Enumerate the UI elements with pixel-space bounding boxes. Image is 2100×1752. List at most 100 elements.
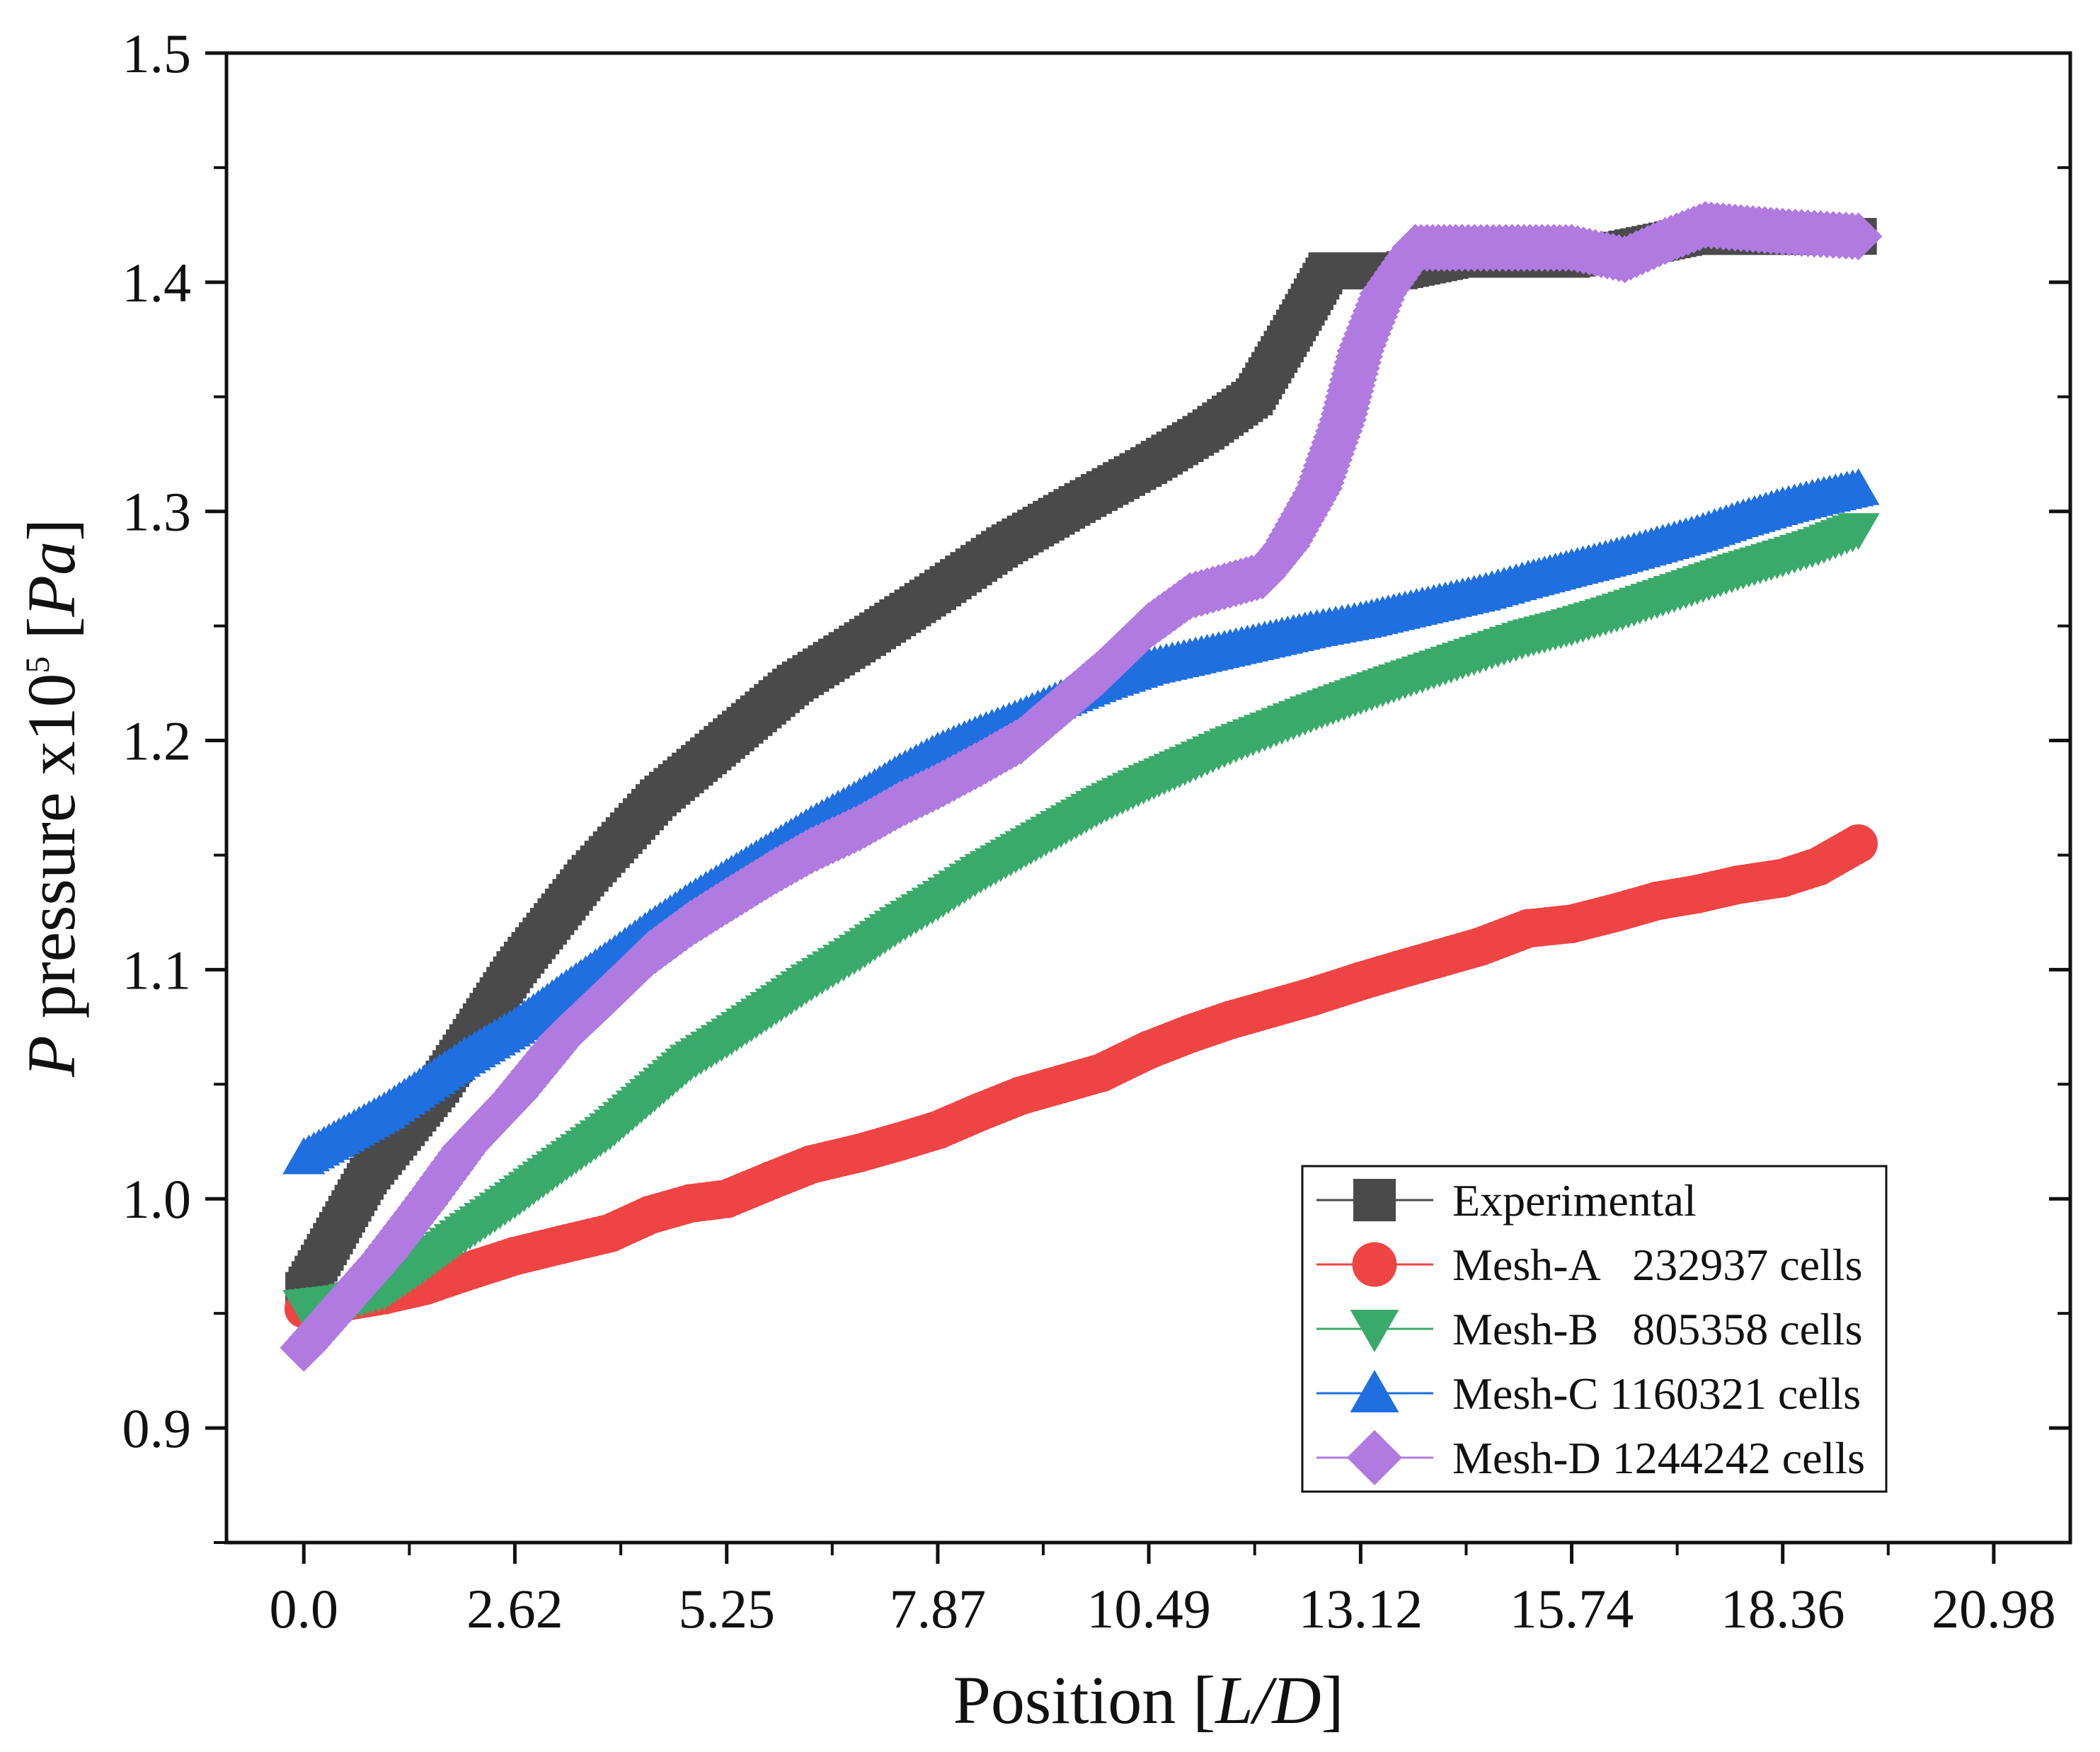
data-point: [1600, 235, 1649, 284]
data-point: [1758, 207, 1807, 256]
data-point: [960, 1092, 1000, 1131]
data-point: [999, 834, 1043, 871]
y-tick-label: 1.4: [122, 252, 192, 313]
data-point: [1378, 664, 1421, 701]
data-point: [1839, 824, 1878, 863]
x-axis-title: Position [L/D]: [953, 1662, 1343, 1738]
data-point: [1081, 1053, 1121, 1093]
data-point: [1547, 224, 1596, 272]
data-point: [1595, 595, 1639, 633]
data-point: [919, 573, 956, 611]
y-tick-label: 1.3: [122, 481, 192, 543]
data-point: [443, 1216, 486, 1254]
data-point: [849, 618, 886, 656]
data-point: [1077, 647, 1125, 696]
data-point: [443, 1036, 486, 1073]
data-point: [1289, 610, 1332, 647]
data-point: [1128, 647, 1170, 684]
data-point: [1637, 881, 1677, 921]
data-point: [1341, 962, 1380, 1001]
data-point: [1508, 909, 1548, 948]
x-tick-label: 5.25: [678, 1578, 775, 1639]
data-point: [496, 951, 534, 989]
data-point: [1798, 847, 1838, 886]
data-point: [916, 884, 959, 921]
data-point: [1761, 541, 1804, 578]
data-point: [1295, 464, 1343, 513]
data-point: [707, 1179, 747, 1218]
legend-item: Mesh-B 805358 cells: [1316, 1304, 1863, 1354]
data-point: [588, 1113, 631, 1151]
data-point: [752, 1161, 791, 1200]
data-point: [567, 859, 604, 897]
data-point: [626, 929, 675, 978]
data-point: [1677, 875, 1717, 914]
x-axis: 0.0 2.62 5.25 7.87 10.49 13.12 15.74 18.36 20.98: [270, 1543, 2056, 1639]
data-point: [1837, 468, 1880, 505]
series-diamond: [280, 201, 1883, 1372]
data-point: [320, 1278, 368, 1326]
y-tick-label: 1.0: [122, 1168, 192, 1230]
data-point: [323, 1114, 366, 1151]
x-tick-label: 10.49: [1086, 1578, 1211, 1639]
x-tick-label: 13.12: [1299, 1578, 1423, 1639]
data-point: [838, 935, 881, 972]
data-point: [1834, 212, 1883, 260]
data-point: [666, 899, 715, 948]
data-point: [1128, 765, 1170, 802]
data-point: [540, 972, 583, 1010]
data-point: [1763, 858, 1803, 898]
data-point: [1291, 977, 1331, 1017]
x-tick-label: 7.87: [890, 1578, 987, 1639]
data-point: [880, 1122, 919, 1161]
data-point: [1431, 224, 1480, 272]
data-point: [1595, 536, 1639, 574]
legend-item: Mesh-A 232937 cells: [1316, 1240, 1863, 1290]
x-tick-label: 2.62: [466, 1578, 563, 1639]
data-point: [918, 1110, 958, 1150]
data-point: [1058, 485, 1096, 523]
data-point: [787, 826, 836, 875]
data-point: [702, 877, 751, 926]
data-point: [1418, 650, 1461, 688]
data-point: [1251, 989, 1290, 1028]
data-point: [1276, 309, 1314, 347]
data-point: [629, 1079, 672, 1117]
data-point: [1040, 811, 1082, 848]
data-point: [1636, 525, 1679, 563]
y-tick-label: 1.5: [122, 23, 192, 84]
data-point: [1210, 1001, 1250, 1039]
data-point: [1236, 378, 1273, 415]
data-point: [639, 779, 677, 817]
data-point: [1262, 521, 1311, 570]
data-point: [750, 992, 793, 1030]
y-tick-label: 1.2: [122, 710, 192, 772]
y-axis: 0.9 1.0 1.1 1.2 1.3 1.4 1.5: [122, 23, 2070, 1544]
data-point: [1001, 1076, 1040, 1115]
x-tick-label: 0.0: [270, 1578, 339, 1639]
data-point: [360, 1232, 408, 1280]
legend-label: Experimental: [1452, 1175, 1697, 1226]
data-point: [1552, 904, 1591, 943]
data-point: [403, 1246, 446, 1284]
data-point: [1125, 601, 1173, 650]
y-tick-label: 0.9: [122, 1397, 192, 1459]
data-point: [1460, 927, 1500, 967]
data-point: [705, 1022, 748, 1059]
data-point: [1458, 573, 1501, 611]
x-tick-label: 20.98: [1932, 1578, 2056, 1639]
data-point: [669, 1044, 712, 1082]
data-point: [493, 1182, 537, 1219]
legend-item: Experimental: [1316, 1175, 1697, 1226]
series-square: [285, 218, 1877, 1309]
data-point: [1597, 893, 1636, 932]
data-point: [1130, 446, 1168, 484]
data-point: [1378, 592, 1421, 629]
data-point: [914, 762, 962, 811]
data-point: [282, 1290, 326, 1327]
data-point: [791, 1145, 831, 1184]
x-tick-label: 18.36: [1721, 1578, 1845, 1639]
data-point: [1080, 788, 1123, 825]
data-point: [1169, 638, 1212, 675]
